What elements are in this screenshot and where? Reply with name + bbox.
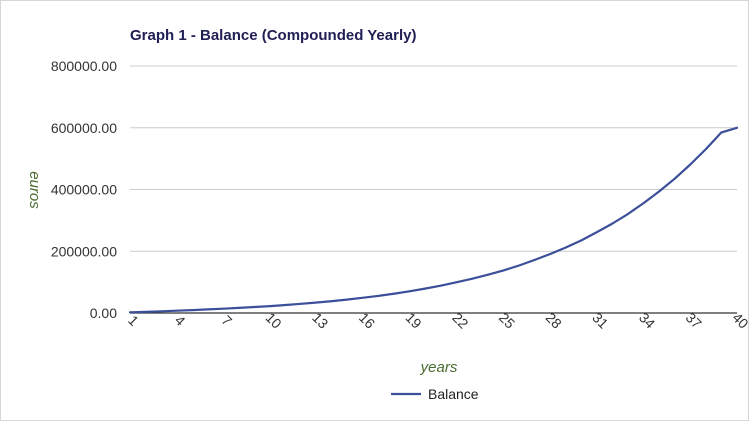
data-point bbox=[222, 307, 225, 310]
data-point bbox=[611, 222, 614, 225]
data-point bbox=[378, 294, 380, 297]
data-point bbox=[191, 309, 194, 312]
gridlines bbox=[130, 65, 737, 314]
data-point bbox=[518, 264, 521, 267]
series-layer bbox=[128, 126, 739, 314]
data-point bbox=[455, 281, 458, 284]
series-line-balance bbox=[128, 126, 739, 314]
data-point bbox=[658, 190, 661, 193]
data-point bbox=[642, 202, 645, 204]
data-point bbox=[596, 231, 598, 234]
data-point bbox=[129, 311, 131, 314]
data-point bbox=[284, 304, 287, 306]
data-point bbox=[238, 307, 240, 309]
data-point bbox=[736, 126, 738, 129]
data-point bbox=[689, 163, 692, 166]
data-point bbox=[144, 310, 147, 313]
data-point bbox=[300, 302, 303, 305]
y-tick-label: 400000.00 bbox=[51, 182, 117, 198]
data-point bbox=[440, 284, 443, 287]
data-point bbox=[175, 309, 178, 312]
y-tick-label: 0.00 bbox=[90, 305, 117, 321]
data-point bbox=[627, 212, 629, 215]
data-point bbox=[502, 269, 505, 272]
data-point bbox=[471, 277, 474, 280]
data-point bbox=[533, 258, 536, 261]
legend: Balance bbox=[391, 386, 479, 402]
data-point bbox=[720, 131, 723, 134]
data-point bbox=[206, 308, 209, 311]
y-axis-label: euros bbox=[26, 171, 43, 209]
data-point bbox=[331, 300, 334, 302]
y-tick-label: 800000.00 bbox=[51, 58, 117, 74]
data-point bbox=[346, 298, 349, 301]
data-point bbox=[253, 306, 256, 308]
data-point bbox=[704, 148, 707, 150]
data-point bbox=[549, 253, 552, 255]
y-tick-label: 200000.00 bbox=[51, 243, 117, 259]
chart-title: Graph 1 - Balance (Compounded Yearly) bbox=[130, 27, 417, 44]
data-point bbox=[393, 292, 396, 295]
x-tick-label: 4 bbox=[172, 312, 189, 329]
data-point bbox=[673, 177, 676, 180]
data-point bbox=[487, 273, 489, 276]
y-axis-ticks: 0.00 200000.00 400000.00 600000.00 800000.00 bbox=[51, 58, 117, 321]
data-point bbox=[409, 290, 412, 293]
data-point bbox=[424, 287, 427, 290]
data-point bbox=[315, 301, 318, 304]
x-tick-label: 7 bbox=[219, 312, 236, 329]
data-point bbox=[564, 246, 567, 249]
y-tick-label: 600000.00 bbox=[51, 120, 117, 136]
data-point bbox=[269, 305, 271, 307]
legend-label-balance: Balance bbox=[428, 386, 479, 402]
data-point bbox=[580, 239, 583, 242]
data-point bbox=[160, 310, 163, 313]
x-tick-label: 1 bbox=[125, 312, 142, 329]
data-point bbox=[362, 296, 365, 299]
x-axis-label: years bbox=[420, 359, 458, 376]
